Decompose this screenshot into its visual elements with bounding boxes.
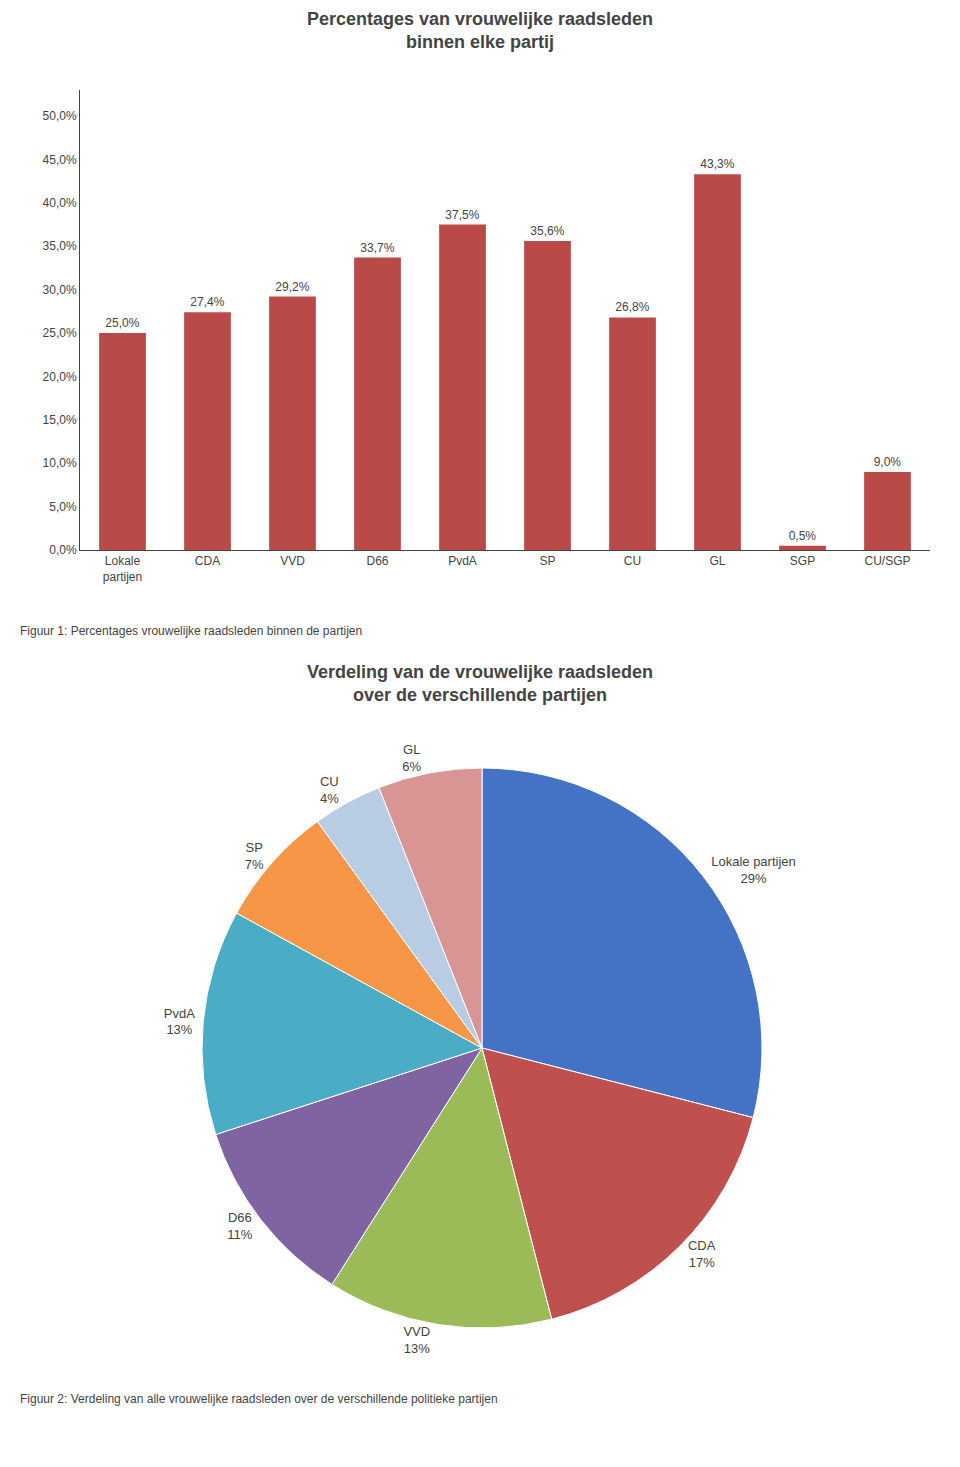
- svg-text:33,7%: 33,7%: [360, 241, 394, 255]
- svg-text:26,8%: 26,8%: [615, 300, 649, 314]
- svg-text:0,0%: 0,0%: [49, 543, 77, 557]
- svg-text:20,0%: 20,0%: [43, 370, 77, 384]
- svg-text:PvdA: PvdA: [448, 554, 477, 568]
- svg-text:Lokale partijen29%: Lokale partijen29%: [711, 854, 796, 886]
- svg-text:40,0%: 40,0%: [43, 196, 77, 210]
- svg-text:CU4%: CU4%: [320, 774, 339, 806]
- svg-text:D66: D66: [366, 554, 388, 568]
- svg-text:PvdA13%: PvdA13%: [164, 1006, 195, 1038]
- svg-text:27,4%: 27,4%: [190, 295, 224, 309]
- svg-text:SP7%: SP7%: [245, 840, 264, 872]
- svg-text:50,0%: 50,0%: [43, 109, 77, 123]
- svg-text:25,0%: 25,0%: [105, 316, 139, 330]
- svg-text:37,5%: 37,5%: [445, 208, 479, 222]
- svg-text:45,0%: 45,0%: [43, 153, 77, 167]
- svg-text:29,2%: 29,2%: [275, 280, 309, 294]
- svg-text:0,5%: 0,5%: [789, 529, 817, 543]
- svg-text:10,0%: 10,0%: [43, 456, 77, 470]
- svg-text:35,6%: 35,6%: [530, 224, 564, 238]
- svg-text:GL6%: GL6%: [402, 742, 421, 774]
- svg-text:Percentages van vrouwelijke ra: Percentages van vrouwelijke raadsledenbi…: [307, 9, 653, 52]
- svg-text:9,0%: 9,0%: [874, 455, 902, 469]
- svg-text:Lokalepartijen: Lokalepartijen: [103, 554, 142, 584]
- svg-text:30,0%: 30,0%: [43, 283, 77, 297]
- html-text:Figuur 1: Percentages vrouweli: Figuur 1: Percentages vrouwelijke raadsl…: [20, 624, 363, 638]
- svg-text:VVD13%: VVD13%: [403, 1324, 430, 1356]
- svg-text:43,3%: 43,3%: [700, 157, 734, 171]
- svg-text:CU/SGP: CU/SGP: [864, 554, 910, 568]
- svg-text:CDA17%: CDA17%: [688, 1238, 716, 1270]
- svg-text:CU: CU: [624, 554, 641, 568]
- svg-text:SP: SP: [539, 554, 555, 568]
- svg-text:VVD: VVD: [280, 554, 305, 568]
- svg-text:D6611%: D6611%: [227, 1210, 252, 1242]
- svg-text:15,0%: 15,0%: [43, 413, 77, 427]
- svg-text:CDA: CDA: [195, 554, 220, 568]
- svg-text:35,0%: 35,0%: [43, 239, 77, 253]
- svg-text:Verdeling van de vrouwelijke r: Verdeling van de vrouwelijke raadsledeno…: [307, 662, 653, 705]
- svg-text:GL: GL: [709, 554, 725, 568]
- svg-text:5,0%: 5,0%: [49, 500, 77, 514]
- html-text:Figuur 2: Verdeling van alle v: Figuur 2: Verdeling van alle vrouwelijke…: [20, 1392, 498, 1406]
- svg-text:25,0%: 25,0%: [43, 326, 77, 340]
- svg-text:SGP: SGP: [790, 554, 815, 568]
